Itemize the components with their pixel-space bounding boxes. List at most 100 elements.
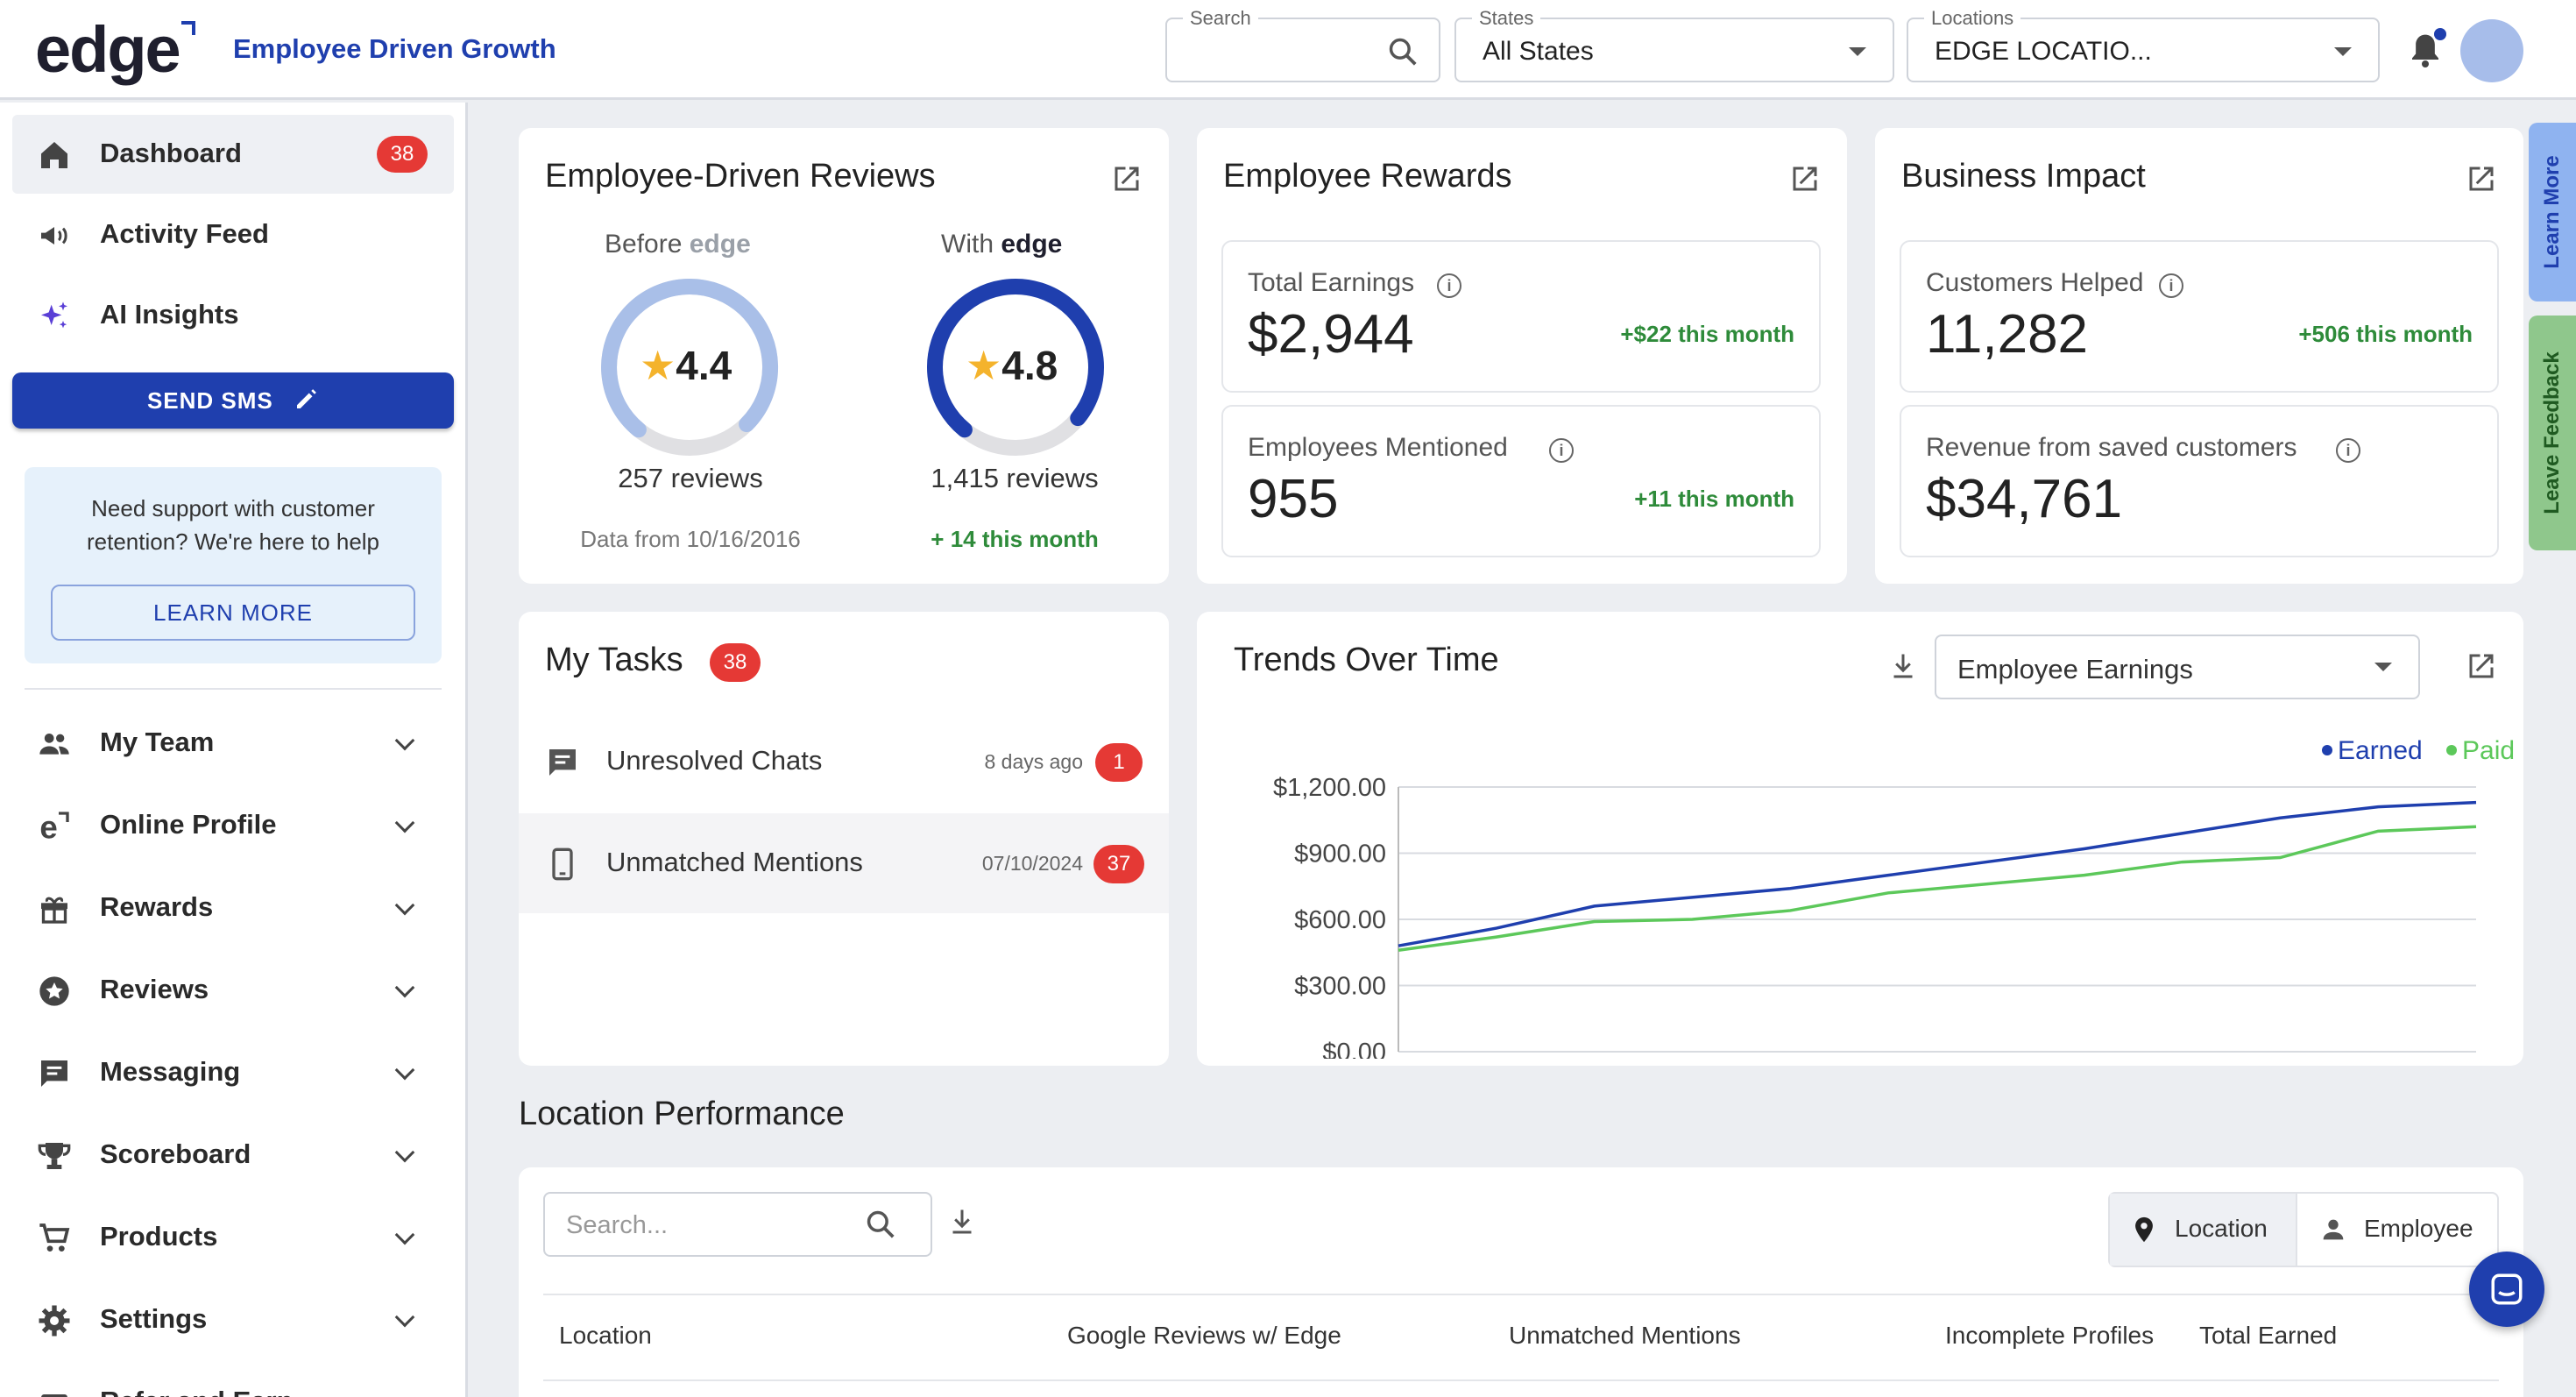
gear-icon <box>39 1305 70 1337</box>
column-header-google-reviews[interactable]: Google Reviews w/ Edge <box>1067 1322 1341 1349</box>
y-tick-label: $900.00 <box>1294 840 1386 869</box>
before-rating: ★4.4 <box>640 343 732 388</box>
download-icon[interactable] <box>1887 650 1919 682</box>
toggle-location-label: Location <box>2175 1215 2268 1242</box>
open-external-icon[interactable] <box>2466 650 2497 682</box>
sidebar-item-my-team[interactable]: My Team <box>12 704 454 783</box>
sidebar-item-label: Refer and Earn <box>100 1386 294 1397</box>
states-select[interactable]: States All States <box>1454 7 1894 82</box>
sidebar-item-settings[interactable]: Settings <box>12 1280 454 1359</box>
column-header-incomplete-profiles[interactable]: Incomplete Profiles <box>1945 1322 2155 1349</box>
info-icon[interactable]: i <box>2159 273 2183 298</box>
metric-select[interactable]: Employee Earnings <box>1935 635 2420 699</box>
before-review-count: 257 reviews <box>618 463 763 493</box>
trophy-icon <box>38 1143 71 1169</box>
chat-support-button[interactable] <box>2469 1252 2544 1327</box>
person-icon <box>2323 1219 2344 1240</box>
y-tick-label: $600.00 <box>1294 906 1386 934</box>
send-sms-button[interactable]: SEND SMS <box>12 372 454 429</box>
tagline: Employee Driven Growth <box>233 33 556 64</box>
gift-icon <box>41 897 67 924</box>
chat-icon <box>549 749 576 776</box>
chevron-down-icon <box>394 1224 415 1245</box>
open-external-icon[interactable] <box>1111 163 1143 195</box>
leave-feedback-tab[interactable]: Leave Feedback <box>2529 316 2576 550</box>
sidebar-item-messaging[interactable]: Messaging <box>12 1033 454 1112</box>
support-box: Need support with customer retention? We… <box>25 467 442 663</box>
learn-more-button[interactable]: LEARN MORE <box>51 585 415 641</box>
team-icon <box>39 734 69 755</box>
chevron-down-icon <box>394 895 415 916</box>
sidebar-item-dashboard[interactable]: Dashboard 38 <box>12 115 454 194</box>
stat-value: 11,282 <box>1926 304 2089 365</box>
column-header-location[interactable]: Location <box>559 1322 652 1349</box>
info-icon[interactable]: i <box>1437 273 1461 298</box>
leave-feedback-tab-label: Leave Feedback <box>2540 351 2564 514</box>
chevron-down-icon <box>394 812 415 833</box>
home-icon <box>41 142 67 168</box>
column-header-unmatched-mentions[interactable]: Unmatched Mentions <box>1509 1322 1741 1349</box>
notification-dot <box>2434 28 2446 40</box>
sidebar: Dashboard 38 Activity Feed AI Insights S… <box>0 103 468 1397</box>
sidebar-item-reviews[interactable]: Reviews <box>12 951 454 1030</box>
with-review-count: 1,415 reviews <box>931 463 1099 493</box>
sidebar-item-label: Messaging <box>100 1056 241 1087</box>
sidebar-divider <box>25 688 442 690</box>
sidebar-item-refer-and-earn[interactable]: Refer and Earn <box>12 1363 454 1397</box>
toggle-employee[interactable]: Employee <box>2299 1194 2499 1266</box>
chevron-down-icon <box>2374 663 2392 671</box>
impact-card-title: Business Impact <box>1901 158 2146 195</box>
learn-more-tab-label: Learn More <box>2540 155 2564 269</box>
header-search-input[interactable]: Search <box>1165 7 1440 82</box>
search-icon[interactable] <box>1386 35 1419 68</box>
sidebar-item-ai-insights[interactable]: AI Insights <box>12 276 454 355</box>
edge-logo[interactable]: edge <box>35 12 195 87</box>
with-rating: ★4.8 <box>966 343 1058 388</box>
chevron-down-icon <box>394 1142 415 1163</box>
with-month-delta: + 14 this month <box>931 526 1099 552</box>
info-icon[interactable]: i <box>2336 438 2360 463</box>
notification-bell-icon[interactable] <box>2408 32 2443 70</box>
trends-card-title: Trends Over Time <box>1234 642 1499 678</box>
open-external-icon[interactable] <box>1789 163 1821 195</box>
sidebar-item-products[interactable]: Products <box>12 1198 454 1277</box>
refer-icon <box>41 1394 67 1397</box>
before-rating-gauge <box>601 279 779 456</box>
task-row[interactable]: Unmatched Mentions 07/10/2024 37 <box>519 813 1169 913</box>
cart-icon <box>39 1223 70 1252</box>
avatar[interactable] <box>2460 19 2523 82</box>
sidebar-item-scoreboard[interactable]: Scoreboard <box>12 1116 454 1195</box>
with-edge-brand: edge <box>1001 230 1063 259</box>
locations-label: Locations <box>1924 7 2021 30</box>
tasks-card: My Tasks 38 Unresolved Chats 8 days ago … <box>519 612 1169 1066</box>
search-icon[interactable] <box>864 1208 897 1241</box>
states-label: States <box>1472 7 1541 30</box>
chevron-down-icon <box>394 1060 415 1081</box>
tasks-count-badge: 38 <box>710 643 761 682</box>
tasks-card-title: My Tasks <box>545 642 683 678</box>
info-icon[interactable]: i <box>1549 438 1574 463</box>
column-header-total-earned[interactable]: Total Earned <box>2199 1322 2338 1349</box>
sidebar-item-activity-feed[interactable]: Activity Feed <box>12 195 454 274</box>
locations-select[interactable]: Locations EDGE LOCATIO... <box>1907 7 2380 82</box>
sidebar-item-online-profile[interactable]: e Online Profile <box>12 786 454 865</box>
y-tick-label: $1,200.00 <box>1273 774 1386 802</box>
total-earnings-stat: Total Earnings i $2,944 +$22 this month <box>1221 240 1821 393</box>
learn-more-tab[interactable]: Learn More <box>2529 123 2576 301</box>
svg-text:e: e <box>39 809 57 844</box>
download-icon[interactable] <box>946 1206 978 1237</box>
task-count-badge: 1 <box>1095 743 1143 782</box>
states-value: All States <box>1483 37 1594 66</box>
open-external-icon[interactable] <box>2466 163 2497 195</box>
sidebar-item-label: Dashboard <box>100 138 242 168</box>
toggle-location[interactable]: Location <box>2110 1194 2297 1266</box>
customers-helped-stat: Customers Helped i 11,282 +506 this mont… <box>1900 240 2499 393</box>
sidebar-item-rewards[interactable]: Rewards <box>12 869 454 947</box>
table-search-input[interactable]: Search... <box>543 1192 932 1257</box>
stat-label: Revenue from saved customers <box>1926 433 2297 462</box>
stat-value: $2,944 <box>1248 304 1414 365</box>
sidebar-item-label: Activity Feed <box>100 218 269 249</box>
trends-card: Trends Over Time Employee Earnings $1,20… <box>1197 612 2523 1066</box>
business-impact-card: Business Impact Customers Helped i 11,28… <box>1875 128 2523 584</box>
task-row[interactable]: Unresolved Chats 8 days ago 1 <box>519 712 1169 812</box>
